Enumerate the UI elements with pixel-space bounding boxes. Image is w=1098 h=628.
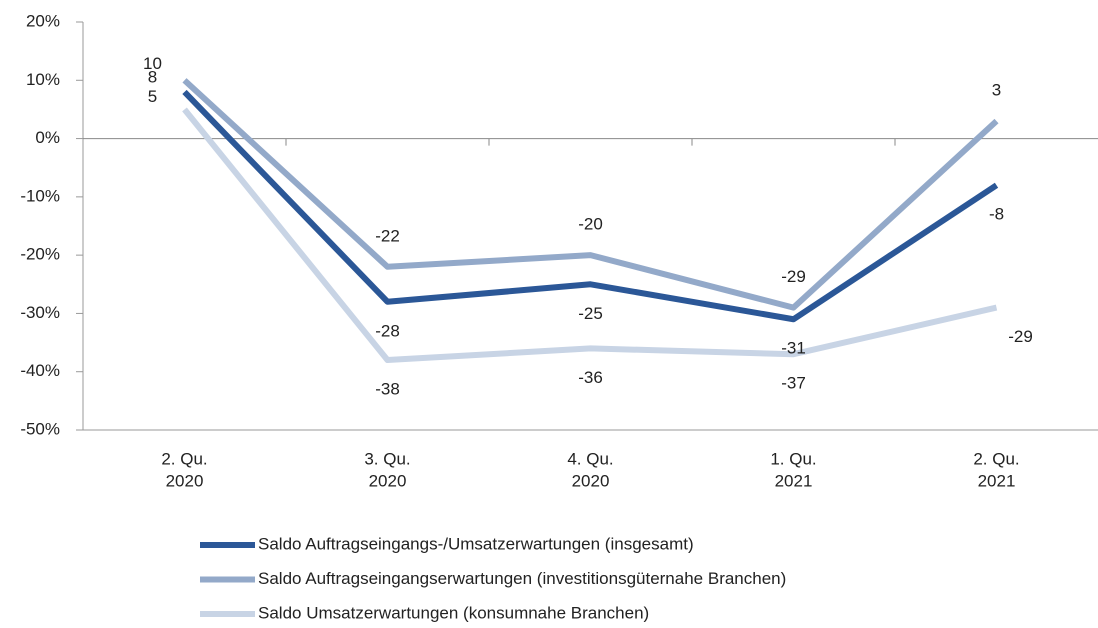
y-tick-label: -20% [20, 245, 60, 264]
data-label: 8 [148, 67, 157, 86]
y-tick-label: 0% [35, 128, 60, 147]
x-tick-label: 2. Qu. [973, 449, 1019, 468]
series-line [182, 107, 998, 364]
y-tick-label: -10% [20, 186, 60, 205]
x-tick-label: 1. Qu. [770, 449, 816, 468]
y-tick-label: 10% [26, 70, 60, 89]
y-tick-label: -40% [20, 361, 60, 380]
x-tick-label: 2021 [978, 471, 1016, 490]
x-tick-label: 2021 [775, 471, 813, 490]
data-label: -28 [375, 321, 400, 340]
data-label: -22 [375, 226, 400, 245]
legend-label: Saldo Umsatzerwartungen (konsumnahe Bran… [258, 603, 649, 622]
data-label: -31 [781, 339, 806, 358]
data-label: -37 [781, 374, 806, 393]
x-tick-label: 2020 [166, 471, 204, 490]
y-tick-label: -30% [20, 303, 60, 322]
y-tick-label: 20% [26, 11, 60, 30]
x-tick-label: 4. Qu. [567, 449, 613, 468]
legend-label: Saldo Auftragseingangserwartungen (inves… [258, 569, 786, 588]
data-label: 5 [148, 87, 157, 106]
series-line [182, 78, 999, 311]
x-tick-label: 2. Qu. [161, 449, 207, 468]
data-label: -38 [375, 380, 400, 399]
data-label: -25 [578, 304, 603, 323]
data-label: -29 [781, 267, 806, 286]
data-label: -36 [578, 368, 603, 387]
y-tick-label: -50% [20, 419, 60, 438]
series-line [182, 89, 999, 323]
data-label: -8 [989, 205, 1004, 224]
data-label: -20 [578, 215, 603, 234]
data-label: -29 [1008, 327, 1033, 346]
data-label: 10 [143, 54, 162, 73]
x-tick-label: 3. Qu. [364, 449, 410, 468]
x-tick-label: 2020 [572, 471, 610, 490]
data-label: 3 [992, 81, 1001, 100]
legend-label: Saldo Auftragseingangs-/Umsatzerwartunge… [258, 534, 694, 553]
x-tick-label: 2020 [369, 471, 407, 490]
